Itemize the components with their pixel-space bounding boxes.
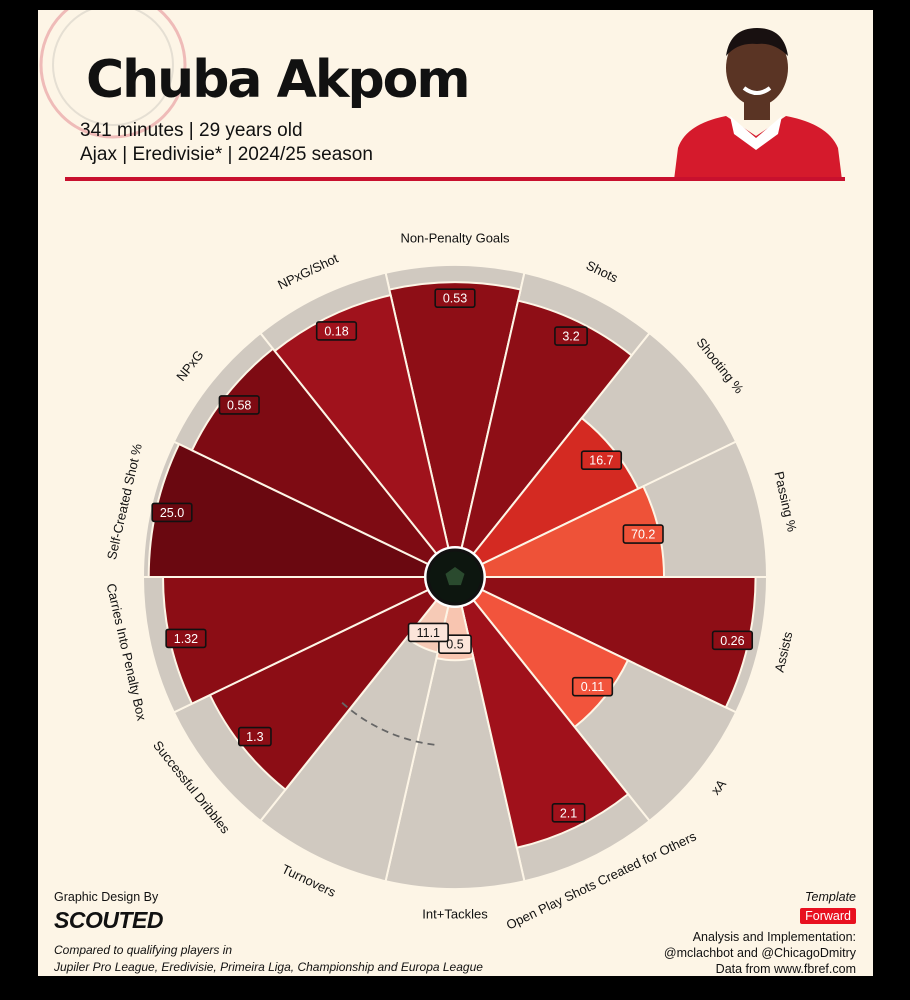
value-badge-box: [571, 676, 614, 697]
player-team-season: Ajax | Eredivisie* | 2024/25 season: [80, 144, 373, 165]
pizza-chart-card: Chuba Akpom 341 minutes | 29 years old A…: [38, 10, 873, 976]
value-badge-box: [218, 395, 260, 415]
value-label: 0.58: [227, 398, 251, 412]
template-badge: Forward: [800, 908, 856, 924]
value-badge: 0.26: [711, 630, 754, 651]
value-label: 2.1: [560, 806, 577, 820]
analysis-credit-authors: @mclachbot and @ChicagoDmitry: [663, 946, 856, 960]
value-badge: 0.58: [218, 395, 260, 415]
metric-label: Passing %: [771, 470, 799, 534]
value-label: 1.32: [174, 632, 198, 646]
value-badge-box: [151, 502, 193, 523]
metric-label: Int+Tackles: [422, 906, 488, 921]
metric-label: NPxG: [173, 347, 206, 383]
value-badge: 11.1: [407, 622, 449, 643]
value-badge: 1.32: [165, 628, 207, 649]
metric-label: Self-Created Shot %: [104, 442, 145, 561]
value-label: 0.53: [443, 292, 467, 306]
value-badge: 2.1: [551, 802, 586, 823]
design-credit-label: Graphic Design By: [54, 890, 159, 904]
scouted-logo: SCOUTED: [54, 907, 163, 933]
value-badge: 70.2: [622, 524, 664, 544]
football-pentagon: [445, 567, 465, 586]
analysis-credit-label: Analysis and Implementation:: [692, 930, 856, 944]
value-badge-box: [580, 450, 623, 471]
player-minutes-age: 341 minutes | 29 years old: [80, 120, 303, 141]
data-source: Data from www.fbref.com: [715, 962, 856, 976]
value-badge: 3.2: [554, 326, 588, 346]
player-name: Chuba Akpom: [86, 50, 471, 110]
value-label: 0.26: [720, 634, 744, 648]
value-label: 11.1: [417, 626, 440, 640]
comparison-note-line1: Compared to qualifying players in: [54, 943, 233, 957]
player-photo: [674, 28, 842, 180]
value-badge-box: [551, 802, 586, 823]
metric-label: Non-Penalty Goals: [400, 230, 510, 245]
value-badge-box: [711, 630, 754, 651]
metric-label: Assists: [772, 630, 796, 674]
metric-label: xA: [708, 776, 729, 797]
value-badge-box: [554, 326, 588, 346]
average-ring: [339, 699, 435, 746]
value-badge: 1.3: [237, 726, 272, 747]
template-label: Template: [805, 890, 856, 904]
value-badge: 25.0: [151, 502, 193, 523]
value-badge-box: [434, 288, 476, 308]
value-label: 70.2: [631, 528, 655, 542]
metric-label: Carries Into Penalty Box: [104, 582, 150, 722]
comparison-note-line2: Jupiler Pro League, Eredivisie, Primeira…: [54, 960, 483, 974]
value-badge-box: [407, 622, 449, 643]
header-rule: [65, 177, 845, 181]
value-badge: 0.53: [434, 288, 476, 308]
value-badge-box: [165, 628, 207, 649]
metric-label: Shots: [584, 258, 621, 286]
metric-label: NPxG/Shot: [275, 250, 340, 292]
value-badge-box: [237, 726, 272, 747]
value-badge-box: [315, 321, 358, 341]
value-badge: 0.11: [571, 676, 614, 697]
value-label: 3.2: [562, 330, 579, 344]
value-label: 0.18: [324, 324, 348, 338]
value-label: 0.11: [581, 680, 604, 694]
value-label: 0.5: [446, 638, 463, 652]
value-label: 1.3: [246, 730, 263, 744]
value-label: 16.7: [589, 454, 613, 468]
metric-label: Turnovers: [279, 861, 338, 900]
value-badge: 16.7: [580, 450, 623, 471]
value-badge-box: [622, 524, 664, 544]
value-badge: 0.18: [315, 321, 358, 341]
ajax-logo-icon: [39, 10, 187, 139]
value-label: 25.0: [160, 506, 184, 520]
